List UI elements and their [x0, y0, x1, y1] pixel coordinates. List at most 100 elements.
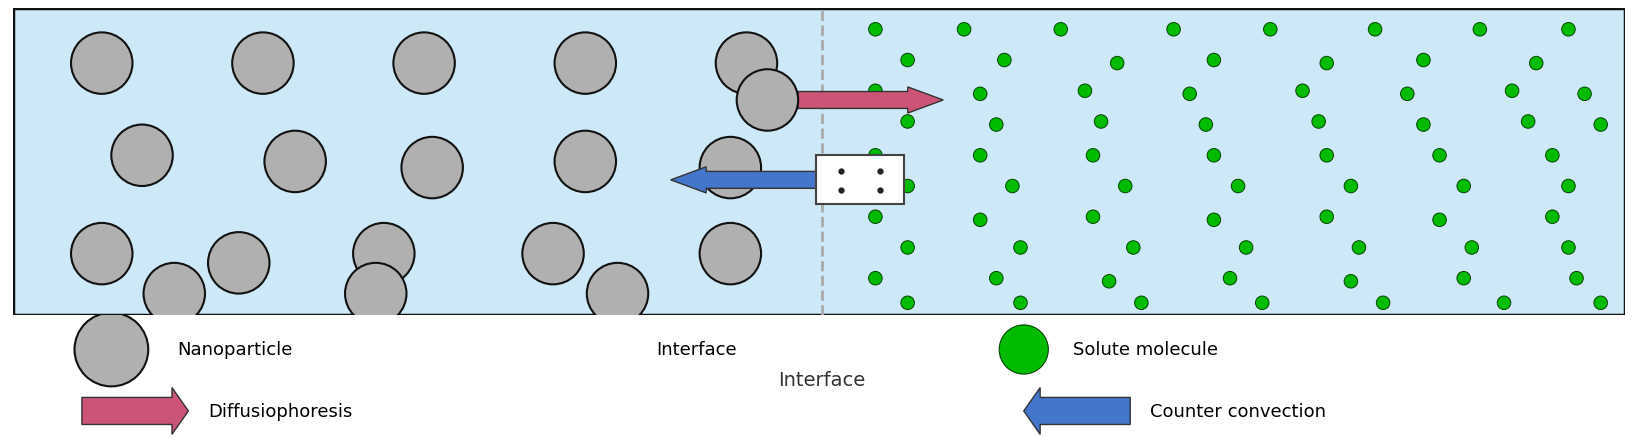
FancyArrow shape: [1024, 388, 1130, 434]
Ellipse shape: [1135, 297, 1148, 310]
Ellipse shape: [999, 325, 1048, 374]
Ellipse shape: [868, 24, 883, 37]
Text: Interface: Interface: [655, 341, 737, 359]
Ellipse shape: [901, 116, 914, 129]
Ellipse shape: [555, 131, 616, 193]
Ellipse shape: [1497, 297, 1510, 310]
Ellipse shape: [208, 233, 270, 294]
Ellipse shape: [1569, 272, 1584, 285]
Ellipse shape: [868, 272, 883, 285]
Ellipse shape: [1207, 54, 1220, 67]
Text: Counter convection: Counter convection: [1150, 402, 1325, 420]
Ellipse shape: [1255, 297, 1269, 310]
Ellipse shape: [868, 211, 883, 224]
Ellipse shape: [1094, 116, 1107, 129]
Bar: [816, 156, 904, 205]
Ellipse shape: [868, 85, 883, 98]
Text: Diffusiophoresis: Diffusiophoresis: [208, 402, 352, 420]
Ellipse shape: [523, 223, 583, 285]
Ellipse shape: [264, 131, 326, 193]
Ellipse shape: [1417, 119, 1430, 132]
Ellipse shape: [74, 313, 149, 386]
Ellipse shape: [1053, 24, 1068, 37]
Ellipse shape: [1345, 180, 1358, 193]
Ellipse shape: [1546, 149, 1559, 162]
Ellipse shape: [1320, 211, 1333, 224]
Ellipse shape: [1530, 57, 1543, 71]
Ellipse shape: [699, 138, 762, 199]
Text: Nanoparticle: Nanoparticle: [179, 341, 293, 359]
Ellipse shape: [1111, 57, 1124, 71]
Ellipse shape: [973, 149, 988, 162]
Ellipse shape: [555, 33, 616, 95]
Ellipse shape: [1400, 88, 1414, 101]
Ellipse shape: [401, 138, 464, 199]
Ellipse shape: [346, 263, 406, 325]
Ellipse shape: [973, 88, 988, 101]
Ellipse shape: [1456, 272, 1471, 285]
Ellipse shape: [1433, 149, 1446, 162]
Ellipse shape: [1561, 241, 1576, 254]
Ellipse shape: [998, 54, 1011, 67]
Ellipse shape: [393, 33, 455, 95]
Ellipse shape: [989, 272, 1002, 285]
Ellipse shape: [1263, 24, 1278, 37]
Ellipse shape: [1376, 297, 1391, 310]
Ellipse shape: [1320, 149, 1333, 162]
Ellipse shape: [1014, 297, 1027, 310]
Ellipse shape: [901, 241, 914, 254]
Ellipse shape: [1119, 180, 1132, 193]
Ellipse shape: [716, 33, 776, 95]
FancyArrow shape: [82, 388, 188, 434]
Ellipse shape: [737, 70, 798, 131]
Ellipse shape: [1232, 180, 1245, 193]
Ellipse shape: [1166, 24, 1181, 37]
Ellipse shape: [1561, 180, 1576, 193]
FancyArrow shape: [670, 167, 816, 194]
Ellipse shape: [586, 263, 649, 325]
Ellipse shape: [1078, 85, 1091, 98]
Ellipse shape: [1312, 116, 1325, 129]
Ellipse shape: [1473, 24, 1487, 37]
Ellipse shape: [233, 33, 293, 95]
Ellipse shape: [1417, 54, 1430, 67]
Ellipse shape: [1006, 180, 1019, 193]
Text: Interface: Interface: [778, 371, 867, 389]
Ellipse shape: [1594, 119, 1607, 132]
Ellipse shape: [868, 149, 883, 162]
Ellipse shape: [1522, 116, 1535, 129]
Ellipse shape: [1127, 241, 1140, 254]
Ellipse shape: [1546, 211, 1559, 224]
Ellipse shape: [1505, 85, 1518, 98]
Ellipse shape: [354, 223, 414, 285]
Ellipse shape: [1199, 119, 1212, 132]
Ellipse shape: [1224, 272, 1237, 285]
Ellipse shape: [1183, 88, 1196, 101]
Ellipse shape: [1207, 149, 1220, 162]
Ellipse shape: [144, 263, 205, 325]
Ellipse shape: [1240, 241, 1253, 254]
Ellipse shape: [1433, 214, 1446, 227]
Ellipse shape: [901, 297, 914, 310]
Ellipse shape: [1014, 241, 1027, 254]
Ellipse shape: [957, 24, 971, 37]
Ellipse shape: [1320, 57, 1333, 71]
Ellipse shape: [989, 119, 1002, 132]
Ellipse shape: [1561, 24, 1576, 37]
Ellipse shape: [1296, 85, 1309, 98]
Ellipse shape: [70, 33, 133, 95]
Ellipse shape: [1086, 211, 1099, 224]
Ellipse shape: [1464, 241, 1479, 254]
Ellipse shape: [699, 223, 762, 285]
Ellipse shape: [111, 125, 172, 187]
Ellipse shape: [1086, 149, 1099, 162]
Ellipse shape: [973, 214, 988, 227]
Ellipse shape: [1456, 180, 1471, 193]
Ellipse shape: [1345, 275, 1358, 288]
Ellipse shape: [1207, 214, 1220, 227]
FancyArrow shape: [798, 88, 943, 114]
Ellipse shape: [1594, 297, 1607, 310]
Ellipse shape: [901, 54, 914, 67]
Ellipse shape: [1577, 88, 1592, 101]
Ellipse shape: [1102, 275, 1115, 288]
